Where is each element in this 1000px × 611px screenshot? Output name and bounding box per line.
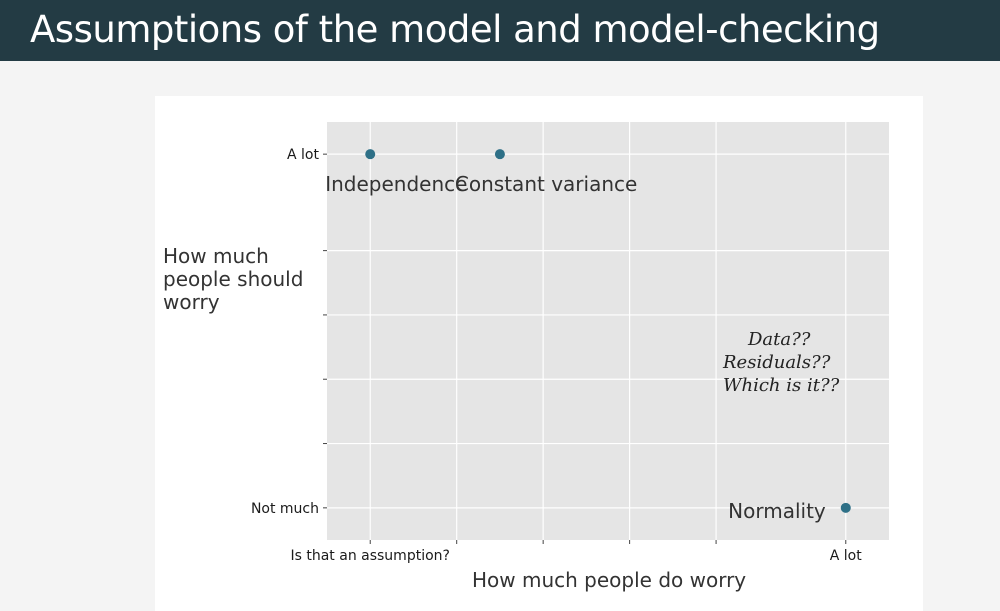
handwritten-annotation: Data?? Residuals?? Which is it?? (718, 328, 839, 397)
data-point (365, 149, 376, 160)
x-tick-label: A lot (830, 548, 862, 564)
x-tick-label: Is that an assumption? (290, 548, 449, 564)
data-point (840, 502, 851, 513)
annotation-line-2: Residuals?? (723, 352, 831, 373)
title-bar: Assumptions of the model and model-check… (0, 0, 1000, 61)
data-point-label: Constant variance (455, 172, 637, 196)
data-point (494, 149, 505, 160)
y-tick-label: Not much (251, 501, 319, 517)
y-axis-title: How much people should worry (163, 245, 303, 314)
y-axis-title-line-1: How much (163, 244, 269, 268)
data-point-label: Independence (325, 172, 467, 196)
annotation-line-3: Which is it?? (723, 375, 840, 396)
annotation-line-1: Data?? (748, 329, 811, 350)
y-tick-label: A lot (287, 147, 319, 163)
plot-panel (327, 122, 889, 540)
slide-title: Assumptions of the model and model-check… (30, 8, 880, 51)
x-axis-title: How much people do worry (472, 568, 747, 592)
data-point-label: Normality (728, 499, 826, 523)
y-axis-title-line-2: people should (163, 267, 304, 291)
y-axis-title-line-3: worry (163, 290, 220, 314)
